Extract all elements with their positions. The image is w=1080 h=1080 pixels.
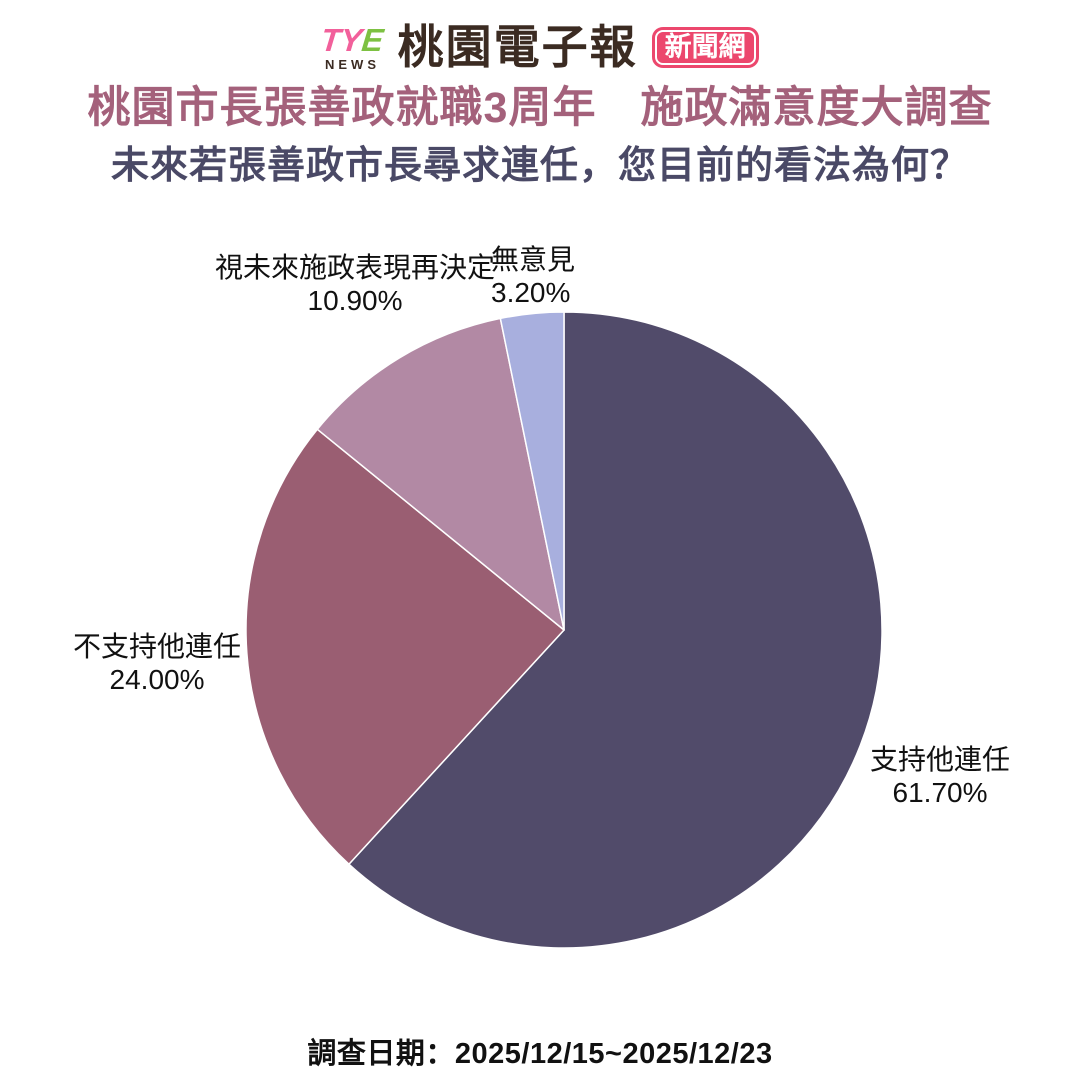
news-network-badge: 新聞網 [651, 26, 759, 68]
survey-date: 調查日期：2025/12/15~2025/12/23 [307, 1038, 773, 1070]
slice-label-percent: 61.70% [892, 777, 988, 808]
slice-label-text: 視未來施政表現再決定 [214, 252, 495, 283]
slice-label-percent: 24.00% [109, 664, 205, 695]
pie-slice-no-opinion [499, 311, 565, 631]
slice-label-text: 不支持他連任 [72, 631, 241, 662]
tye-news-logo: TYE NEWS [319, 21, 386, 72]
slice-label-oppose-reelection: 不支持他連任 24.00% [17, 630, 297, 696]
pie-slice-depends-on-performance [316, 317, 565, 631]
tye-logo-text: TYE [319, 21, 386, 58]
pie-slice-support-reelection [348, 311, 883, 949]
tye-logo-news: NEWS [324, 56, 380, 72]
slice-label-percent: 10.90% [307, 285, 403, 316]
slice-label-text: 無意見 [491, 244, 576, 275]
brand-name: 桃園電子報 [397, 21, 638, 73]
pie-slice-oppose-reelection [245, 428, 565, 865]
pie-chart [244, 310, 884, 950]
header-logo-row: TYE NEWS 桃園電子報 新聞網 [0, 18, 1080, 76]
tye-logo-pink: TY [319, 21, 365, 58]
slice-label-support-reelection: 支持他連任 61.70% [810, 743, 1070, 809]
tye-logo-green: E [360, 21, 386, 58]
slice-label-percent: 3.20% [491, 277, 571, 308]
slice-label-depends-on-performance: 視未來施政表現再決定 10.90% [185, 251, 525, 317]
survey-question: 未來若張善政市長尋求連任，您目前的看法為何？ [110, 145, 969, 187]
page-title: 桃園市長張善政就職3周年 施政滿意度大調查 [87, 84, 993, 132]
slice-label-text: 支持他連任 [869, 744, 1010, 775]
pie-svg [245, 311, 883, 949]
slice-label-no-opinion: 無意見 3.20% [491, 243, 651, 309]
